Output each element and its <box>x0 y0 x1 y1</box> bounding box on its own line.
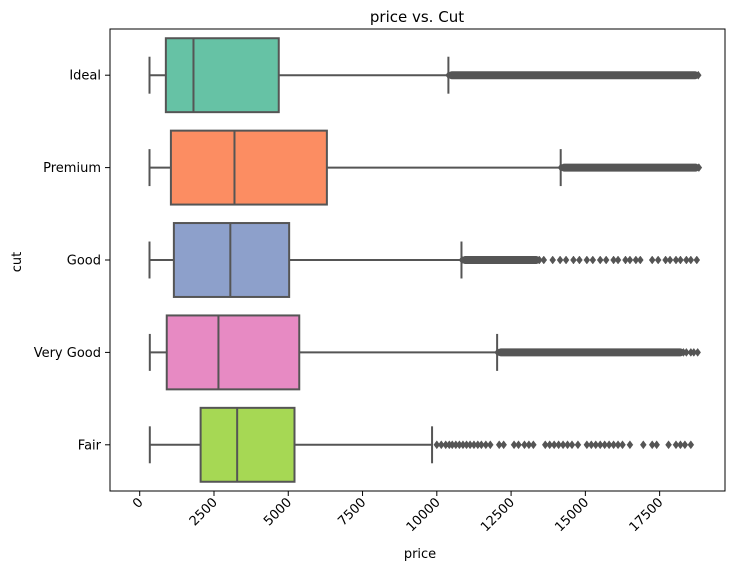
outlier-point <box>653 440 660 450</box>
outlier-point <box>683 347 690 357</box>
y-axis-label: cut <box>10 252 25 272</box>
outlier-point <box>564 440 571 450</box>
outlier-point <box>683 255 690 265</box>
outlier-point <box>672 255 680 265</box>
outlier-point <box>587 440 595 450</box>
outlier-point <box>654 255 662 265</box>
outlier-point <box>574 440 582 450</box>
x-tick-label: 17500 <box>627 495 667 535</box>
outlier-point <box>637 255 644 265</box>
x-tick-label: 7500 <box>335 495 369 529</box>
outlier-point <box>510 440 518 450</box>
y-tick-label: Premium <box>43 161 101 176</box>
outlier-point <box>530 440 537 450</box>
y-tick-label: Ideal <box>69 69 101 84</box>
outlier-point <box>614 255 622 265</box>
outlier-point <box>610 440 617 450</box>
outlier-point <box>614 440 622 450</box>
outlier-point <box>693 255 701 265</box>
outlier-point <box>525 440 533 450</box>
outlier-point <box>632 255 640 265</box>
outlier-point <box>583 255 591 265</box>
outlier-point <box>596 440 604 450</box>
outlier-point <box>687 255 695 265</box>
outlier-point <box>665 440 672 450</box>
outlier-point <box>626 255 634 265</box>
x-tick-label: 15000 <box>552 495 592 535</box>
outlier-point <box>540 255 548 265</box>
outlier-point <box>568 440 576 450</box>
outlier-point <box>583 440 591 450</box>
outlier-point <box>515 440 522 450</box>
outlier-point <box>639 440 647 450</box>
outlier-point <box>478 440 485 450</box>
outlier-point <box>666 255 674 265</box>
outlier-point <box>556 255 564 265</box>
outlier-point <box>672 440 680 450</box>
outlier-point <box>694 70 702 80</box>
outlier-point <box>433 440 441 450</box>
outlier-point <box>648 440 656 450</box>
outlier-point <box>619 440 626 450</box>
outlier-point <box>605 440 613 450</box>
plot-area: Ideal Premium Good Very Good Fair 0 2500 5000 75… <box>34 37 703 535</box>
x-tick-label: 12500 <box>478 495 518 535</box>
outlier-point <box>521 440 528 450</box>
outlier-point <box>541 440 549 450</box>
outlier-point <box>570 255 577 265</box>
outlier-band-very-good <box>497 348 684 357</box>
box-premium <box>169 129 328 206</box>
outlier-point <box>648 255 656 265</box>
outlier-band-good <box>462 256 540 264</box>
outlier-point <box>602 255 610 265</box>
outlier-point <box>437 440 445 450</box>
axes-frame <box>109 28 726 492</box>
x-tick-label: 0 <box>130 495 146 511</box>
outlier-point <box>601 440 608 450</box>
outlier-point <box>549 255 556 265</box>
outlier-point <box>500 440 507 450</box>
outlier-point <box>555 440 562 450</box>
chart-title: price vs. Cut <box>370 8 464 26</box>
box-good <box>172 222 291 298</box>
outlier-point <box>694 347 701 357</box>
x-axis-label: price <box>404 547 436 562</box>
outlier-point <box>562 255 570 265</box>
outlier-point <box>626 440 634 450</box>
outlier-point <box>662 255 669 265</box>
outlier-point <box>589 255 597 265</box>
outlier-point <box>610 255 617 265</box>
x-tick-label: 2500 <box>187 495 221 529</box>
outlier-point <box>535 255 543 265</box>
y-tick-label: Good <box>67 254 101 269</box>
outlier-point <box>681 440 689 450</box>
x-tick-label: 5000 <box>261 495 295 529</box>
outlier-point <box>546 440 554 450</box>
y-tick-label: Very Good <box>34 346 101 361</box>
outlier-band-ideal <box>448 71 699 80</box>
x-tick-label: 10000 <box>404 495 444 535</box>
box-ideal <box>164 37 280 114</box>
outlier-point <box>486 440 494 450</box>
y-tick-label: Fair <box>78 438 102 453</box>
outlier-point <box>695 163 703 173</box>
outlier-point <box>550 440 558 450</box>
outlier-point <box>592 440 600 450</box>
box-fair <box>199 406 296 483</box>
box-very-good <box>165 314 301 391</box>
outlier-point <box>677 440 684 450</box>
outlier-band-premium <box>561 163 699 172</box>
outlier-point <box>622 255 629 265</box>
outlier-point <box>576 255 583 265</box>
outlier-point <box>677 255 684 265</box>
outlier-point <box>687 440 695 450</box>
outlier-point <box>596 255 604 265</box>
outlier-point <box>559 440 567 450</box>
outlier-point <box>482 440 490 450</box>
outlier-point <box>495 440 503 450</box>
